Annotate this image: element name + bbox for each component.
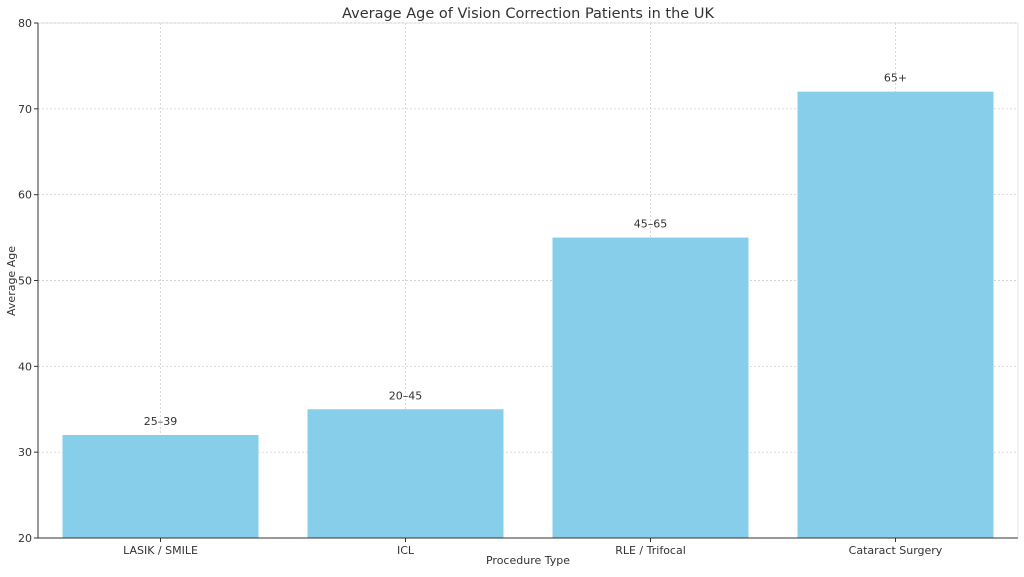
y-tick-label: 30 (18, 446, 32, 459)
bar-value-label: 20–45 (389, 389, 423, 402)
y-tick-label: 80 (18, 17, 32, 30)
y-tick-label: 20 (18, 532, 32, 545)
x-tick-label: ICL (397, 544, 415, 557)
y-tick-label: 70 (18, 103, 32, 116)
y-tick-label: 60 (18, 189, 32, 202)
tick-labels: 20 30 40 50 60 70 80 LASIK / SMILE ICL RLE / Trif… (18, 17, 943, 557)
y-axis-label: Average Age (5, 246, 18, 316)
bar-2 (552, 237, 749, 539)
bar-3 (797, 91, 994, 539)
bar-value-label: 45–65 (634, 218, 668, 231)
bar-value-labels: 25–39 20–45 45–65 65+ (144, 72, 907, 428)
x-tick-label: Cataract Surgery (849, 544, 943, 557)
x-tick-label: RLE / Trifocal (615, 544, 686, 557)
y-tick-label: 40 (18, 360, 32, 373)
bar-1 (307, 409, 504, 538)
x-tick-label: LASIK / SMILE (123, 544, 198, 557)
bar-value-label: 65+ (884, 72, 907, 85)
y-tick-label: 50 (18, 275, 32, 288)
bar-0 (62, 435, 259, 538)
bar-value-label: 25–39 (144, 415, 178, 428)
x-axis-label: Procedure Type (486, 554, 570, 567)
chart-title: Average Age of Vision Correction Patient… (342, 6, 714, 22)
axes (34, 22, 1019, 542)
bars (62, 91, 994, 539)
